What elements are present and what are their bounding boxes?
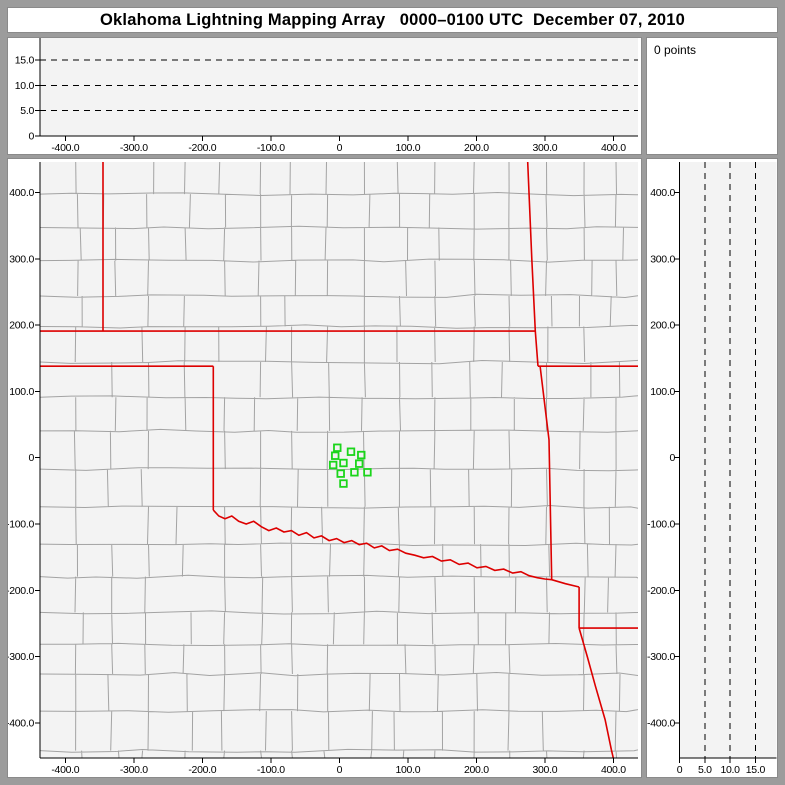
plan-view-panel[interactable]: 400.0 300.0 200.0 100.0 0 -100.0 -200.0 -300.0-… <box>7 158 642 778</box>
points-count-label: 0 points <box>654 43 697 57</box>
svg-text:-300.0: -300.0 <box>120 142 148 154</box>
x-tick-labels: 0 5.0 10.0 15.0 <box>677 764 766 776</box>
axis-lines <box>679 162 777 759</box>
svg-text:-100.0: -100.0 <box>257 142 285 154</box>
altitude-ns-panel[interactable]: 400.0 300.0 200.0 100.0 0 -100.0 -200.0 -300.0 -… <box>646 158 778 778</box>
station-marker <box>328 460 338 470</box>
svg-text:0: 0 <box>28 131 34 143</box>
svg-text:-400.0: -400.0 <box>51 764 79 776</box>
state-borders <box>40 162 638 758</box>
svg-text:100.0: 100.0 <box>395 764 420 776</box>
svg-text:-200.0: -200.0 <box>188 764 216 776</box>
svg-text:-300.0: -300.0 <box>647 651 675 663</box>
svg-text:300.0: 300.0 <box>9 253 34 265</box>
x-tick-labels: -400.0 -300.0 -200.0 -100.0 0 100.0 200.0 300.0… <box>51 142 626 154</box>
svg-text:200.0: 200.0 <box>650 320 675 332</box>
svg-text:400.0: 400.0 <box>601 142 626 154</box>
title-bar: Oklahoma Lightning Mapping Array 0000–01… <box>7 7 778 33</box>
svg-text:200.0: 200.0 <box>464 764 489 776</box>
points-count-panel: 0 points <box>646 37 778 155</box>
plot-area[interactable] <box>40 38 638 136</box>
svg-text:-200.0: -200.0 <box>188 142 216 154</box>
station-marker <box>333 443 342 452</box>
station-marker <box>331 451 340 460</box>
x-tick-marks <box>679 758 756 763</box>
station-marker <box>339 458 348 468</box>
svg-text:10.0: 10.0 <box>720 764 740 776</box>
y-tick-marks <box>35 59 40 137</box>
svg-text:100.0: 100.0 <box>9 386 34 398</box>
plot-area[interactable] <box>40 162 638 758</box>
x-tick-marks <box>64 136 614 141</box>
svg-text:100.0: 100.0 <box>395 142 420 154</box>
y-tick-labels: 400.0 300.0 200.0 100.0 0 -100.0 -200.0 -300.0 -… <box>8 187 35 729</box>
svg-text:0: 0 <box>669 452 675 464</box>
x-tick-marks <box>64 758 614 763</box>
station-marker <box>339 479 348 488</box>
svg-text:0: 0 <box>337 764 343 776</box>
station-marker <box>350 468 359 477</box>
y-tick-marks <box>674 191 680 724</box>
svg-text:-400.0: -400.0 <box>647 717 675 729</box>
station-marker <box>336 469 345 478</box>
svg-text:100.0: 100.0 <box>650 386 675 398</box>
map-layers <box>40 162 638 758</box>
y-tick-marks <box>35 191 40 724</box>
svg-text:-300.0: -300.0 <box>120 764 148 776</box>
svg-text:15.0: 15.0 <box>15 55 35 67</box>
svg-text:400.0: 400.0 <box>650 187 675 199</box>
dashed-altitude-gridlines <box>704 162 756 758</box>
svg-text:400.0: 400.0 <box>601 764 626 776</box>
svg-text:200.0: 200.0 <box>9 320 34 332</box>
altitude-ns-plot: 400.0 300.0 200.0 100.0 0 -100.0 -200.0 -300.0 -… <box>647 162 777 776</box>
svg-text:5.0: 5.0 <box>698 764 712 776</box>
svg-text:10.0: 10.0 <box>15 80 35 92</box>
station-marker <box>363 468 372 477</box>
lma-station-markers <box>328 443 372 488</box>
x-tick-labels: -400.0 -300.0 -200.0 -100.0 0 100.0 200.0 300.0… <box>51 764 626 776</box>
svg-text:0: 0 <box>337 142 343 154</box>
svg-text:-100.0: -100.0 <box>647 518 675 530</box>
plan-view-plot: 400.0300.0200.0100.00-100.0-200.0-300.0-… <box>8 162 638 776</box>
county-borders <box>40 162 638 758</box>
y-tick-labels: 400.0 300.0 200.0 100.0 0 -100.0 -200.0 -300.0 -… <box>647 187 676 729</box>
station-marker <box>355 459 364 468</box>
dashed-altitude-gridlines <box>40 59 638 112</box>
svg-text:5.0: 5.0 <box>20 105 34 117</box>
svg-text:-200.0: -200.0 <box>647 585 675 597</box>
svg-text:-400.0: -400.0 <box>51 142 79 154</box>
svg-text:200.0: 200.0 <box>464 142 489 154</box>
svg-text:0: 0 <box>677 764 683 776</box>
svg-text:-100.0: -100.0 <box>257 764 285 776</box>
svg-text:300.0: 300.0 <box>650 253 675 265</box>
altitude-ew-panel[interactable]: 0 5.0 10.0 15.0 -400.0 -300.0 -200.0 -100.0 0 100… <box>7 37 642 155</box>
svg-text:-300.0: -300.0 <box>8 651 34 663</box>
y-tick-labels: 0 5.0 10.0 15.0 <box>15 55 35 143</box>
svg-text:-100.0: -100.0 <box>8 518 34 530</box>
plot-area[interactable] <box>679 162 777 758</box>
svg-text:300.0: 300.0 <box>532 142 557 154</box>
page-title: Oklahoma Lightning Mapping Array 0000–01… <box>100 10 685 29</box>
svg-text:-400.0: -400.0 <box>8 717 34 729</box>
svg-text:400.0: 400.0 <box>9 187 34 199</box>
altitude-ew-plot: 0 5.0 10.0 15.0 -400.0 -300.0 -200.0 -100.0 0 100… <box>15 38 638 154</box>
station-marker <box>357 450 366 460</box>
svg-text:15.0: 15.0 <box>746 764 766 776</box>
svg-text:300.0: 300.0 <box>532 764 557 776</box>
station-marker <box>346 447 356 456</box>
svg-text:-200.0: -200.0 <box>8 585 34 597</box>
svg-text:0: 0 <box>28 452 34 464</box>
